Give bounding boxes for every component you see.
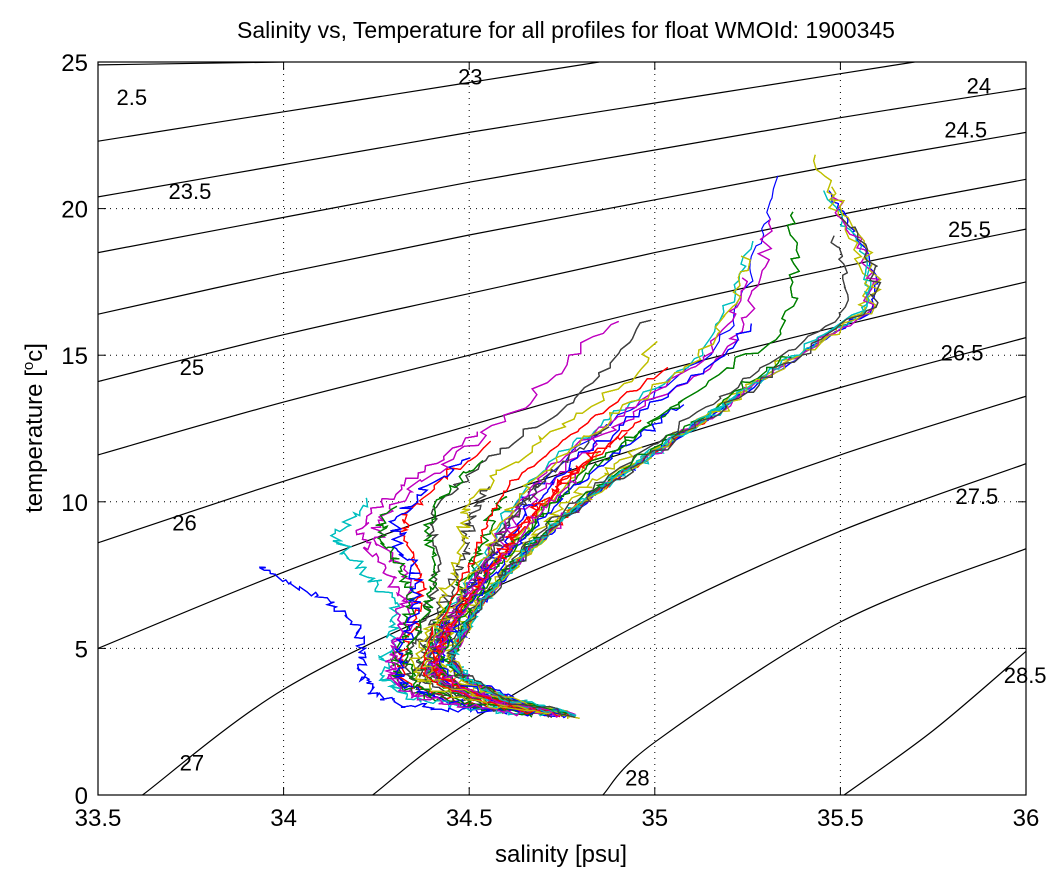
isopycnal-label: 28 bbox=[625, 765, 649, 790]
profile-line bbox=[426, 277, 749, 717]
isopycnal-label: 24.5 bbox=[944, 117, 987, 142]
x-tick-label: 33.5 bbox=[75, 805, 122, 832]
y-axis-label-superscript: o bbox=[20, 362, 37, 370]
isopycnal-label: 26 bbox=[172, 510, 196, 535]
profile-line bbox=[429, 451, 601, 717]
profile-line bbox=[448, 404, 727, 717]
isopycnal-label: 27.5 bbox=[955, 484, 998, 509]
profile-line bbox=[409, 341, 658, 715]
y-tick-label: 15 bbox=[61, 343, 88, 370]
isopycnal-line bbox=[372, 463, 1026, 795]
profile-line bbox=[411, 486, 550, 718]
profile-lines bbox=[259, 154, 882, 719]
isopycnal-line bbox=[98, 228, 1026, 456]
axis-ticks: 33.5 34 34.5 35 35.5 36 0 5 10 15 20 25 bbox=[61, 50, 1039, 832]
profile-line bbox=[422, 240, 754, 717]
profile-line bbox=[259, 566, 509, 715]
isopycnal-line bbox=[98, 87, 1026, 254]
isopycnal-line bbox=[98, 337, 1026, 649]
profile-line bbox=[401, 460, 533, 718]
x-tick-label: 34 bbox=[270, 805, 297, 832]
isopycnal-labels: 2.5 23 24 24.5 23.5 25.5 25 26.5 26 27.5 28.5 27 28 bbox=[117, 65, 1047, 791]
isopycnal-label: 25.5 bbox=[948, 217, 991, 242]
x-axis-label: salinity [psu] bbox=[495, 841, 627, 868]
y-tick-label: 0 bbox=[75, 783, 88, 810]
isopycnal-label: 2.5 bbox=[117, 85, 148, 110]
grid-lines bbox=[98, 62, 1026, 795]
profile-line bbox=[396, 440, 532, 714]
profile-line bbox=[355, 431, 522, 717]
profile-line bbox=[329, 497, 524, 716]
chart-title: Salinity vs, Temperature for all profile… bbox=[237, 17, 895, 43]
profile-line bbox=[370, 320, 619, 716]
isopycnal-label: 25 bbox=[180, 355, 204, 380]
isopycnal-label: 24 bbox=[967, 73, 991, 98]
y-tick-label: 10 bbox=[61, 490, 88, 517]
x-tick-label: 35 bbox=[641, 805, 668, 832]
profile-line bbox=[433, 211, 801, 714]
plot-area bbox=[98, 62, 1026, 795]
isopycnal-label: 28.5 bbox=[1004, 663, 1047, 688]
y-tick-label: 5 bbox=[75, 636, 88, 663]
x-tick-label: 34.5 bbox=[446, 805, 493, 832]
profile-line bbox=[421, 255, 751, 715]
isopycnal-line bbox=[98, 131, 1026, 315]
isopycnal-line bbox=[98, 178, 1026, 383]
profile-line bbox=[420, 367, 669, 715]
y-tick-label: 25 bbox=[61, 50, 88, 77]
profile-line bbox=[434, 473, 578, 718]
isopycnal-label: 26.5 bbox=[941, 340, 984, 365]
isopycnal-label: 23.5 bbox=[169, 179, 212, 204]
y-axis-label-end: c] bbox=[21, 343, 48, 362]
x-tick-label: 36 bbox=[1013, 805, 1040, 832]
y-tick-label: 20 bbox=[61, 197, 88, 224]
isopycnal-label: 23 bbox=[458, 65, 482, 90]
isopycnal-line bbox=[98, 281, 1026, 544]
y-axis-label: temperature [oc] bbox=[20, 343, 48, 513]
profile-line bbox=[446, 216, 882, 718]
isopycnal-line bbox=[142, 395, 1026, 795]
isopycnal-line bbox=[602, 548, 1026, 795]
x-tick-label: 35.5 bbox=[817, 805, 864, 832]
profile-line bbox=[388, 457, 537, 717]
isopycnal-line bbox=[843, 650, 1026, 795]
plot-frame bbox=[97, 61, 1027, 796]
isopycnal-contours bbox=[98, 62, 1026, 795]
profile-line bbox=[404, 319, 652, 716]
y-axis-label-main: temperature [ bbox=[21, 370, 48, 513]
isopycnal-line bbox=[98, 62, 915, 198]
isopycnal-line bbox=[98, 62, 600, 142]
isopycnal-label: 27 bbox=[180, 751, 204, 776]
